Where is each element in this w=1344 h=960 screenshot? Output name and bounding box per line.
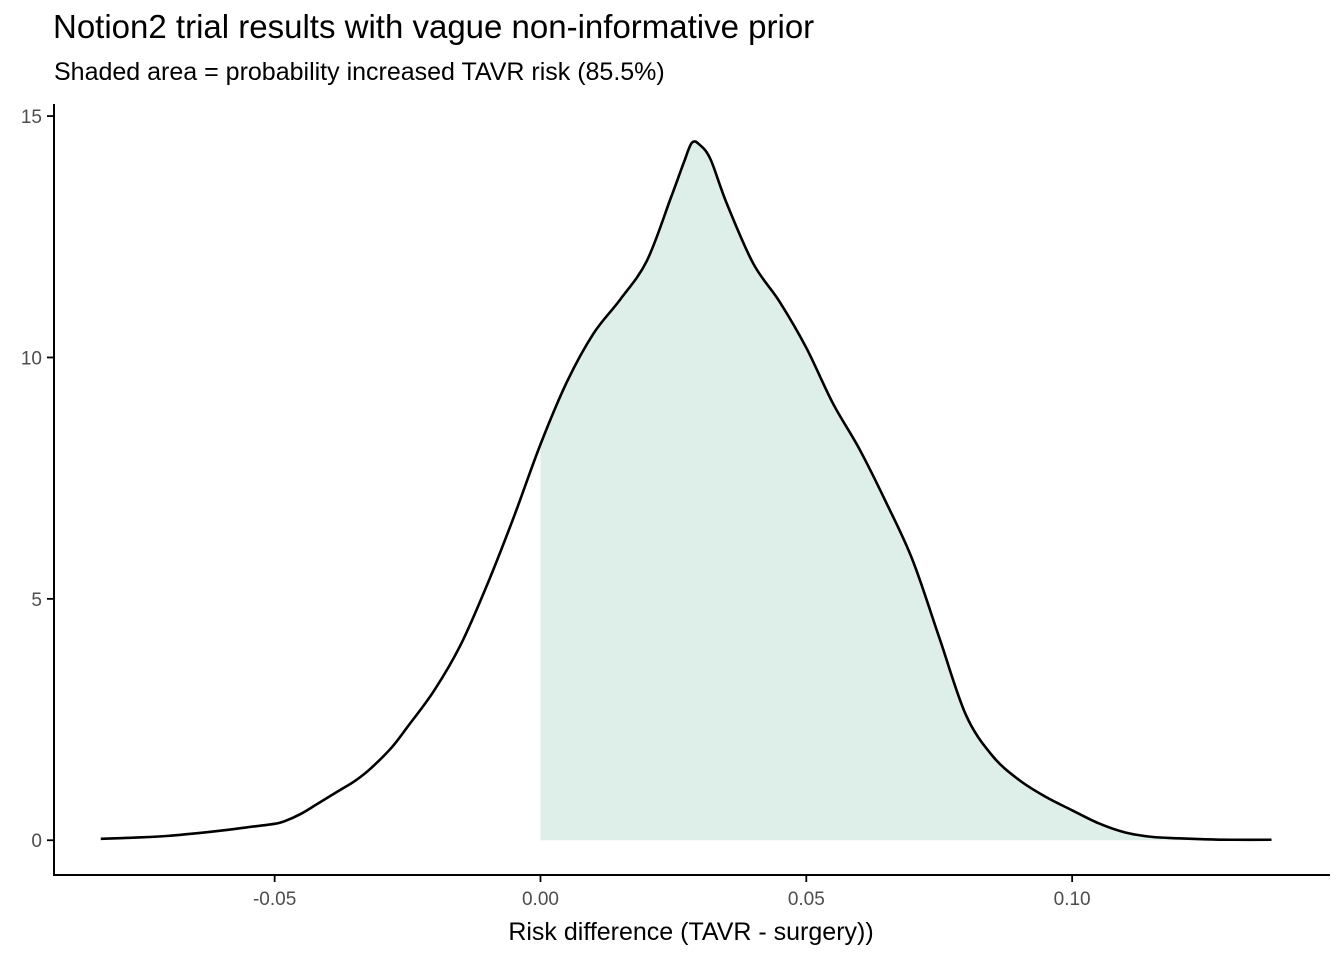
x-tick-label: 0.05 [788,889,825,910]
axes [53,104,1330,876]
density-curve [100,140,1272,842]
shaded-probability-area [540,141,1272,841]
y-tick-label: 5 [31,590,42,611]
chart-subtitle: Shaded area = probability increased TAVR… [54,58,665,86]
x-axis-title: Risk difference (TAVR - surgery)) [508,918,873,946]
y-tick-label: 15 [21,107,42,128]
y-tick-label: 10 [21,348,42,369]
y-axis-ticks: 0 5 10 15 [21,107,54,852]
density-curve-layer [100,140,1272,842]
y-tick-label: 0 [31,831,42,852]
x-tick-label: -0.05 [253,889,296,910]
x-tick-label: 0.10 [1054,889,1091,910]
shaded-area [540,141,1272,841]
chart-title: Notion2 trial results with vague non-inf… [53,8,815,45]
x-axis-ticks: -0.05 0.00 0.05 0.10 [253,875,1091,910]
x-tick-label: 0.00 [522,889,559,910]
